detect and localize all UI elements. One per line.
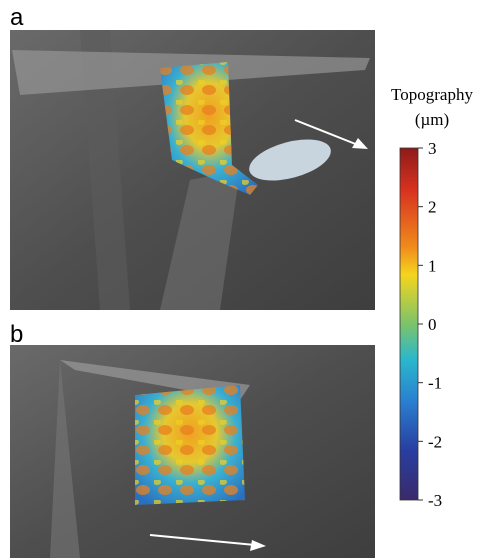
tick-label: 3 — [428, 139, 437, 158]
colorbar-title: Topography — [391, 85, 473, 104]
panel-label: b — [10, 321, 23, 348]
tick-label: -3 — [428, 491, 442, 510]
panel-label: a — [10, 4, 24, 31]
arrow-head — [352, 138, 368, 149]
panel-a: a — [10, 4, 375, 310]
tick-label: 0 — [428, 315, 437, 334]
panel-b: b — [10, 321, 375, 558]
wall — [80, 30, 130, 310]
colorbar-unit: (µm) — [415, 110, 449, 129]
surface-texture — [160, 62, 258, 195]
tick-label: -1 — [428, 374, 442, 393]
trace — [160, 170, 240, 310]
tick-label: 1 — [428, 256, 437, 275]
colorbar: Topography (µm) 3 2 1 0 -1 -2 -3 — [391, 85, 473, 510]
colorbar-scale — [399, 147, 419, 501]
arrow — [294, 119, 359, 146]
arrow-head — [250, 540, 266, 551]
tick-label: -2 — [428, 432, 442, 451]
debris — [249, 139, 331, 181]
wall — [50, 360, 80, 558]
arrow — [149, 534, 256, 546]
tick-label: 2 — [428, 198, 437, 217]
surface-texture — [135, 385, 245, 505]
